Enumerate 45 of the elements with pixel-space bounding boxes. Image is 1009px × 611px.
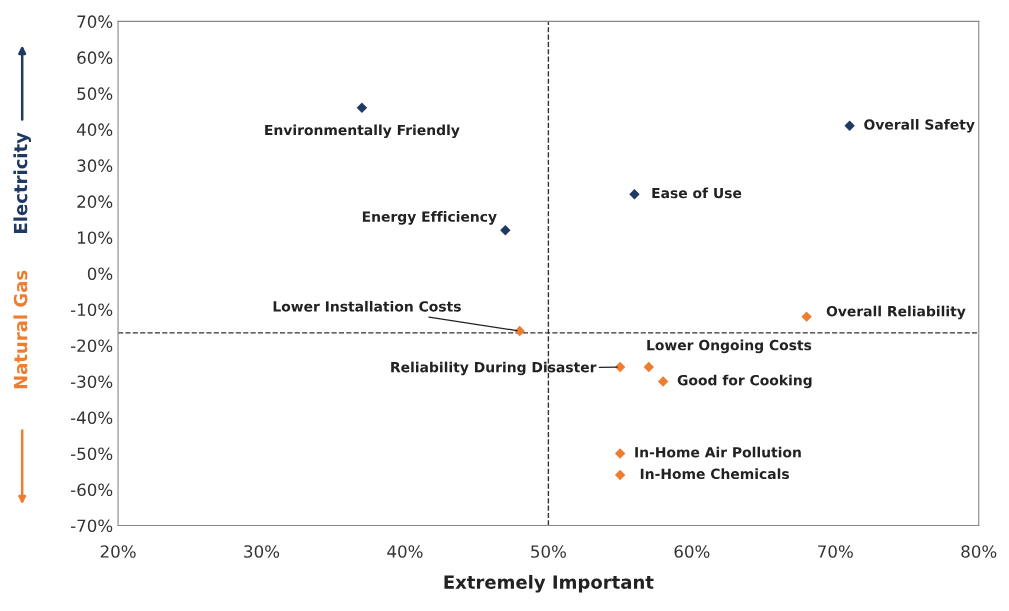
annotation: Lower Installation Costs: [273, 300, 461, 312]
x-tick-label: 40%: [387, 545, 423, 558]
x-axis-title: Extremely Important: [444, 574, 654, 593]
y-tick-label: -30%: [70, 375, 113, 389]
annotation: Ease of Use: [652, 187, 742, 199]
y-tick-label: 20%: [77, 195, 113, 208]
y-tick-label: -20%: [70, 339, 113, 352]
x-tick-label: 20%: [100, 545, 136, 558]
text: Electricity: [13, 132, 32, 233]
point: [500, 225, 511, 236]
point: [657, 376, 669, 387]
x-tick-label: 60%: [674, 545, 710, 558]
annotation: Overall Reliability: [826, 305, 966, 320]
y-tick-label: -10%: [70, 303, 113, 316]
y-tick-label: 0%: [87, 267, 113, 280]
x-tick-label: 70%: [818, 545, 853, 558]
point: [643, 361, 654, 373]
text: Natural Gas: [13, 270, 28, 389]
y-tick-label: 30%: [77, 159, 113, 172]
y-tick-label: -50%: [70, 447, 113, 461]
y-tick-label: 10%: [77, 231, 113, 244]
y-tick-label: 50%: [77, 87, 113, 100]
annotation: Environmentally Friendly: [265, 124, 460, 139]
x-tick-label: 30%: [244, 545, 280, 558]
y-tick-label: 60%: [77, 51, 113, 64]
y-tick-label: 70%: [77, 15, 113, 28]
y-tick-label: -60%: [70, 483, 113, 497]
point: [614, 448, 626, 459]
point: [614, 469, 626, 481]
point: [629, 189, 640, 200]
annotation: Lower Ongoing Costs: [647, 339, 812, 354]
annotation: Energy Efficiency: [362, 211, 497, 225]
y-tick-label: -70%: [70, 519, 113, 533]
x-tick-label: 80%: [961, 545, 997, 558]
annotation: Reliability During Disaster: [391, 361, 597, 376]
x-tick-label: 50%: [531, 545, 566, 558]
annotation: Overall Safety: [864, 119, 975, 133]
point: [356, 102, 368, 113]
annotation: In-Home Chemicals: [640, 468, 789, 480]
point: [844, 120, 855, 131]
annotation: In-Home Air Pollution: [635, 446, 801, 458]
y-tick-label: 40%: [76, 123, 113, 136]
annotation: Good for Cooking: [677, 374, 812, 389]
y-tick-label: -40%: [70, 411, 113, 425]
point: [801, 311, 812, 322]
